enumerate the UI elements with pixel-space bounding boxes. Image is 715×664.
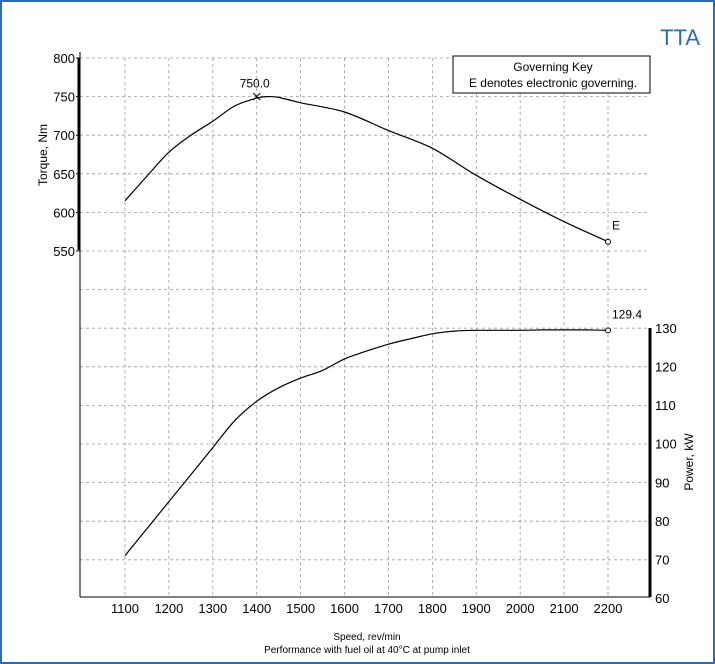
power-end-marker	[605, 327, 611, 334]
torque-tick-label: 650	[53, 167, 75, 182]
torque-tick-label: 750	[53, 90, 75, 105]
torque-axis-label: Torque, Nm	[36, 124, 50, 186]
torque-end-marker	[605, 238, 611, 245]
x-tick-label: 1900	[462, 601, 491, 616]
governing-key-title: Governing Key	[513, 60, 592, 74]
power-tick-label: 60	[655, 591, 669, 606]
torque-peak-label: 750.0	[240, 77, 270, 91]
power-tick-label: 120	[655, 360, 677, 375]
x-tick-label: 1100	[111, 601, 139, 616]
x-axis: 1100 1200 1300 1400 1500 1600 1700 1800 1900 2000…	[111, 601, 622, 616]
governing-key-box: Governing Key E denotes electronic gover…	[452, 55, 651, 94]
torque-end-label: E	[612, 219, 620, 233]
annotations: 750.0 E 129.4	[240, 77, 642, 334]
power-tick-label: 80	[655, 514, 669, 529]
x-axis-label: Speed, rev/min	[333, 632, 400, 643]
x-tick-label: 1800	[418, 601, 447, 616]
x-tick-label: 2200	[594, 601, 623, 616]
governing-key-border	[452, 55, 651, 94]
x-tick-label: 1700	[374, 601, 403, 616]
torque-tick-label: 800	[53, 51, 75, 66]
x-tick-label: 1200	[154, 601, 183, 616]
x-tick-label: 1400	[242, 601, 271, 616]
power-tick-label: 100	[655, 437, 677, 452]
power-curve	[124, 329, 609, 556]
power-axis: 60 70 80 90 100 110 120 130	[655, 321, 677, 606]
torque-tick-label: 700	[53, 128, 75, 143]
x-tick-label: 2000	[506, 601, 535, 616]
governing-key-line: E denotes electronic governing.	[469, 76, 637, 90]
torque-tick-label: 600	[53, 205, 75, 220]
power-tick-label: 90	[655, 475, 669, 490]
x-tick-label: 1300	[198, 601, 227, 616]
power-tick-label: 130	[655, 321, 677, 336]
torque-curve	[124, 95, 609, 243]
power-tick-label: 70	[655, 552, 669, 567]
x-axis-note: Performance with fuel oil at 40°C at pum…	[264, 645, 470, 656]
x-tick-label: 1500	[286, 601, 315, 616]
power-axis-label: Power, kW	[682, 433, 696, 491]
torque-tick-label: 550	[53, 244, 75, 259]
power-end-label: 129.4	[612, 307, 642, 321]
torque-peak-marker	[252, 92, 261, 101]
power-tick-label: 110	[655, 398, 676, 413]
grid	[80, 57, 650, 597]
x-tick-label: 2100	[550, 601, 579, 616]
torque-axis: 550 600 650 700 750 800	[53, 51, 80, 259]
x-tick-label: 1600	[330, 601, 359, 616]
model-badge: TTA	[660, 25, 700, 50]
